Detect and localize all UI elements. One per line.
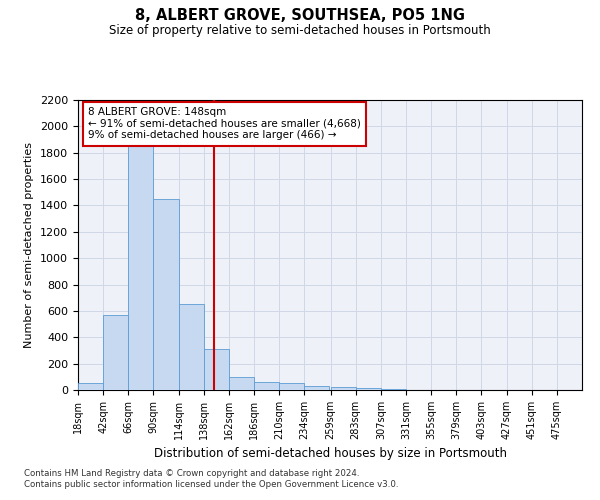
Bar (204, 349, 229, 390)
Bar (331, 386, 356, 390)
Text: Contains public sector information licensed under the Open Government Licence v3: Contains public sector information licen… (24, 480, 398, 489)
Text: 8, ALBERT GROVE, SOUTHSEA, PO5 1NG: 8, ALBERT GROVE, SOUTHSEA, PO5 1NG (135, 8, 465, 22)
Bar (154, 199, 179, 390)
Y-axis label: Number of semi-detached properties: Number of semi-detached properties (25, 142, 34, 348)
Bar (254, 382, 279, 390)
Bar (356, 388, 381, 390)
Bar (128, 146, 154, 390)
Bar (229, 377, 254, 390)
Text: Contains HM Land Registry data © Crown copyright and database right 2024.: Contains HM Land Registry data © Crown c… (24, 468, 359, 477)
Text: Size of property relative to semi-detached houses in Portsmouth: Size of property relative to semi-detach… (109, 24, 491, 37)
Text: Distribution of semi-detached houses by size in Portsmouth: Distribution of semi-detached houses by … (154, 448, 506, 460)
Text: 8 ALBERT GROVE: 148sqm
← 91% of semi-detached houses are smaller (4,668)
9% of s: 8 ALBERT GROVE: 148sqm ← 91% of semi-det… (88, 108, 361, 140)
Bar (304, 386, 329, 390)
Bar (179, 304, 204, 390)
Bar (381, 388, 406, 390)
Bar (103, 315, 128, 390)
Bar (78, 383, 103, 390)
Bar (279, 383, 304, 390)
